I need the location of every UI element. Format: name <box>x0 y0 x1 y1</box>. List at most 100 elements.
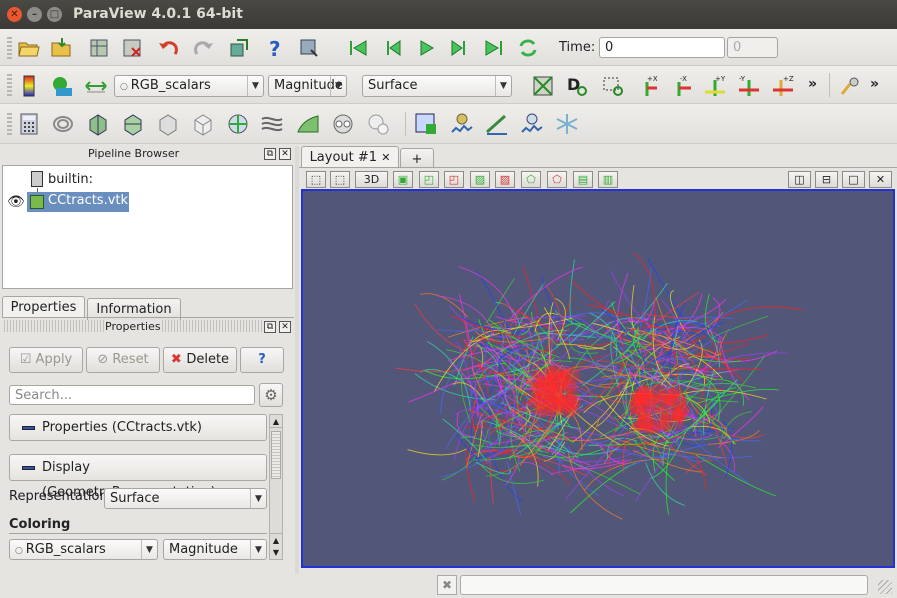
section-properties[interactable]: Properties (CCtracts.vtk) <box>9 414 267 441</box>
camera-undo-icon[interactable] <box>227 36 251 60</box>
close-view-icon[interactable]: ✕ <box>869 171 892 188</box>
color-array-select[interactable]: ○ RGB_scalars ▼ <box>114 75 264 97</box>
properties-scrollbar[interactable]: ▲ ▲ ▼ <box>269 414 283 560</box>
eye-visibility-icon[interactable]: 👁 <box>7 194 25 210</box>
delete-button[interactable]: ✖ Delete <box>163 347 237 373</box>
time-input[interactable]: 0 <box>599 37 725 58</box>
pipeline-tree[interactable]: builtin: 👁 CCtracts.vtk <box>2 165 293 289</box>
section-display[interactable]: Display (GeometryRepresentation) <box>9 454 267 500</box>
toolbar-overflow-button[interactable]: » <box>808 76 818 92</box>
pick-center-icon[interactable] <box>297 36 321 60</box>
scroll-down-icon[interactable]: ▼ <box>272 548 280 557</box>
help-button[interactable]: ? <box>240 347 284 373</box>
scroll-up-icon[interactable]: ▲ <box>270 415 282 428</box>
help-icon[interactable]: ? <box>263 36 287 61</box>
tab-information[interactable]: Information <box>87 298 181 320</box>
contour-icon[interactable] <box>51 112 75 136</box>
panel-grip[interactable] <box>162 320 262 332</box>
select-polygon-cells-icon[interactable]: ⬠ <box>521 171 541 188</box>
coloring-array-combo[interactable]: ○ RGB_scalars ▼ <box>9 539 158 560</box>
toolbar-grip[interactable] <box>7 74 12 96</box>
apply-button[interactable]: ☑ Apply <box>9 347 83 373</box>
group-datasets-icon[interactable] <box>331 112 355 136</box>
view-plus-z-icon[interactable]: +Z <box>771 74 795 98</box>
split-horizontal-icon[interactable]: ◫ <box>788 171 811 188</box>
resize-grip[interactable] <box>878 580 892 594</box>
extract-level-icon[interactable] <box>366 112 390 136</box>
split-vertical-icon[interactable]: ⊟ <box>815 171 838 188</box>
threshold-icon[interactable] <box>156 112 180 136</box>
component-select[interactable]: Magnitude ▼ <box>268 75 347 97</box>
undo-icon[interactable] <box>157 36 181 60</box>
slice-icon[interactable] <box>121 112 145 136</box>
load-state-icon[interactable] <box>50 36 74 60</box>
plot-over-line-icon[interactable] <box>450 112 474 136</box>
play-icon[interactable] <box>414 36 438 60</box>
float-panel-button[interactable]: ⧉ <box>264 321 276 333</box>
close-panel-button[interactable]: ✕ <box>279 148 291 160</box>
tab-layout-1[interactable]: Layout #1 ✕ <box>301 146 399 168</box>
python-shell-icon[interactable] <box>555 112 579 136</box>
close-tab-icon[interactable]: ✕ <box>381 151 391 164</box>
last-frame-icon[interactable] <box>482 36 506 60</box>
representation-combo[interactable]: Surface ▼ <box>104 488 267 509</box>
select-surface-cells-icon[interactable]: ◰ <box>419 171 439 188</box>
calculator-icon[interactable] <box>17 112 41 136</box>
next-frame-icon[interactable] <box>448 36 472 60</box>
float-panel-button[interactable]: ⧉ <box>264 148 276 160</box>
histogram-icon[interactable] <box>485 112 509 136</box>
reset-camera-icon[interactable] <box>531 74 555 98</box>
loop-icon[interactable] <box>516 36 540 60</box>
scroll-thumb[interactable] <box>271 431 281 479</box>
reset-button[interactable]: ⊘ Reset <box>86 347 160 373</box>
view-minus-y-icon[interactable]: -Y <box>737 74 761 98</box>
open-file-icon[interactable] <box>17 36 41 60</box>
clip-icon[interactable] <box>86 112 110 136</box>
select-block-icon[interactable]: ▤ <box>573 171 593 188</box>
select-cells-icon[interactable] <box>414 112 438 136</box>
color-legend-icon[interactable] <box>17 74 41 98</box>
search-input[interactable]: Search... <box>9 385 255 405</box>
close-panel-button[interactable]: ✕ <box>279 321 291 333</box>
select-frustum-cells-icon[interactable]: ▨ <box>470 171 490 188</box>
coloring-component-combo[interactable]: Magnitude ▼ <box>163 539 267 560</box>
panel-splitter[interactable] <box>295 146 299 574</box>
representation-select[interactable]: Surface ▼ <box>362 75 512 97</box>
window-maximize-button[interactable]: □ <box>47 7 62 22</box>
plot-data-icon[interactable] <box>520 112 544 136</box>
panel-grip[interactable] <box>4 320 104 332</box>
toolbar-overflow-button[interactable]: » <box>870 76 880 92</box>
select-polygon-points-icon[interactable]: ⬠ <box>547 171 567 188</box>
toggle-3d-button[interactable]: 3D <box>355 171 388 188</box>
connect-server-icon[interactable] <box>87 36 111 60</box>
warp-by-vector-icon[interactable] <box>296 112 320 136</box>
previous-frame-icon[interactable] <box>380 36 404 60</box>
view-plus-x-icon[interactable]: +X <box>635 74 659 98</box>
select-surface-points-icon[interactable]: ◰ <box>444 171 464 188</box>
scroll-up-icon[interactable]: ▲ <box>270 533 282 546</box>
fiber-tracts-render[interactable] <box>303 191 893 566</box>
redo-icon[interactable] <box>191 36 215 60</box>
view-plus-y-icon[interactable]: +Y <box>703 74 727 98</box>
toolbar-grip[interactable] <box>7 37 12 59</box>
tab-properties[interactable]: Properties <box>2 296 85 318</box>
capture-screenshot-icon[interactable]: ⬚ <box>306 171 326 188</box>
maximize-view-icon[interactable]: □ <box>842 171 865 188</box>
edit-color-map-icon[interactable] <box>50 74 74 98</box>
rescale-range-icon[interactable] <box>84 74 108 98</box>
data-zoom-icon[interactable]: D <box>565 74 589 98</box>
pipeline-item-cctracts[interactable]: CCtracts.vtk <box>27 192 129 212</box>
time-step-spinbox[interactable]: 0 <box>727 37 778 58</box>
pipeline-root[interactable]: builtin: <box>48 172 94 187</box>
zoom-to-box-icon[interactable] <box>601 74 625 98</box>
extract-subset-icon[interactable] <box>191 112 215 136</box>
first-frame-icon[interactable] <box>346 36 370 60</box>
select-frustum-points-icon[interactable]: ▨ <box>495 171 515 188</box>
camera-link-icon[interactable]: ⬚ <box>330 171 350 188</box>
window-minimize-button[interactable]: – <box>27 7 42 22</box>
advanced-gear-icon[interactable]: ⚙ <box>259 383 283 407</box>
toolbar-grip[interactable] <box>7 113 12 135</box>
camera-reset-icon[interactable]: ▣ <box>393 171 413 188</box>
window-close-button[interactable]: ✕ <box>7 7 22 22</box>
disconnect-server-icon[interactable] <box>120 36 144 60</box>
